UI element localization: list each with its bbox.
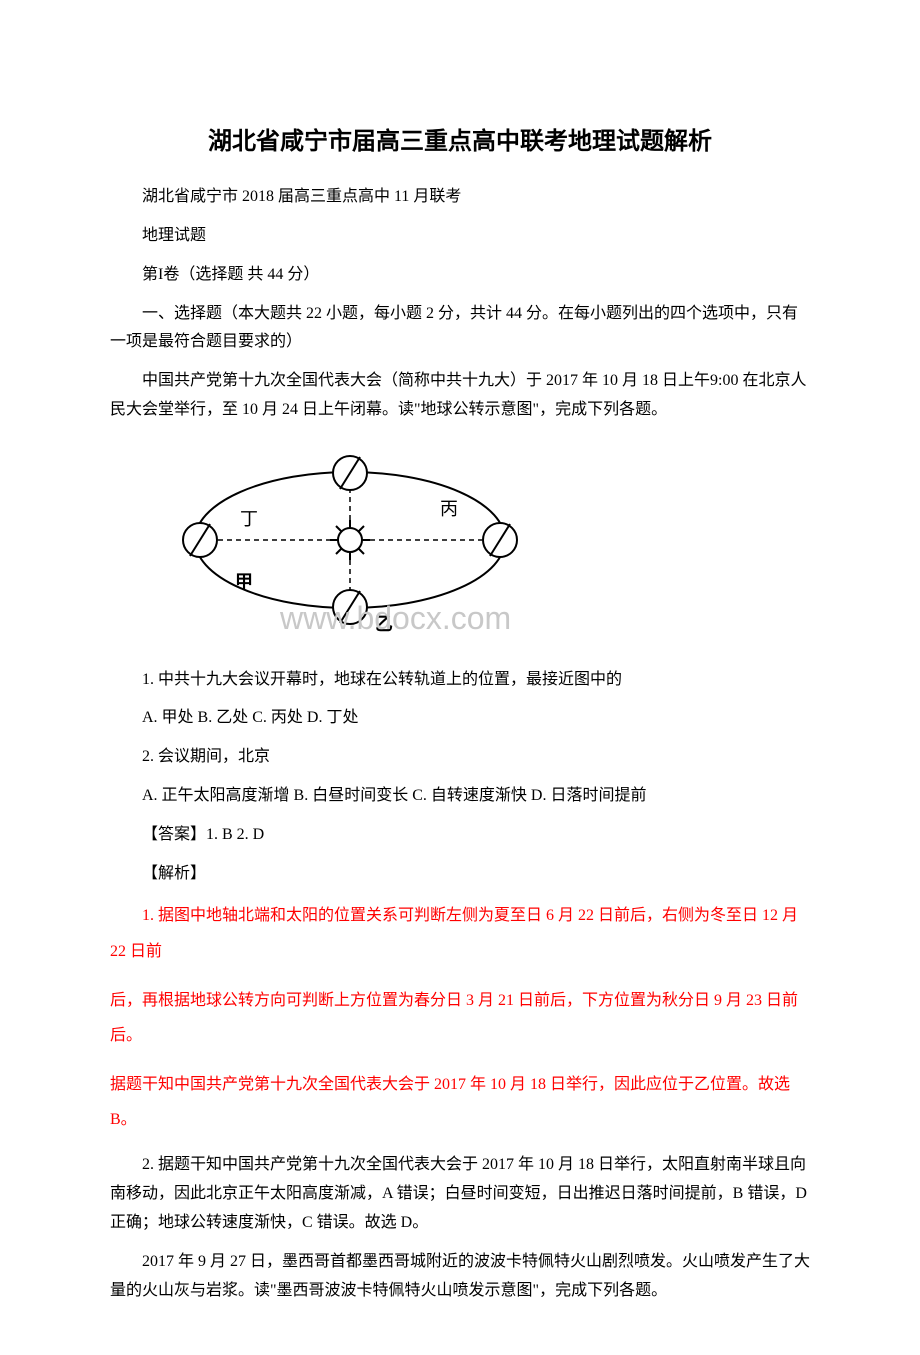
diagram-container: www.bdocx.com <box>110 440 810 651</box>
context-2: 2017 年 9 月 27 日，墨西哥首都墨西哥城附近的波波卡特佩特火山剧烈喷发… <box>110 1248 810 1306</box>
document-title: 湖北省咸宁市届高三重点高中联考地理试题解析 <box>110 120 810 163</box>
explain-2: 2. 据题干知中国共产党第十九次全国代表大会于 2017 年 10 月 18 日… <box>110 1151 810 1237</box>
explain-label: 【解析】 <box>110 860 810 889</box>
question-2-text: 2. 会议期间，北京 <box>110 743 810 772</box>
question-1-text: 1. 中共十九大会议开幕时，地球在公转轨道上的位置，最接近图中的 <box>110 666 810 695</box>
instruction: 一、选择题（本大题共 22 小题，每小题 2 分，共计 44 分。在每小题列出的… <box>110 300 810 358</box>
label-jia: 甲 <box>235 572 253 592</box>
red-explain-3: 据题干知中国共产党第十九次全国代表大会于 2017 年 10 月 18 日举行，… <box>110 1067 810 1137</box>
red-explain-1: 1. 据图中地轴北端和太阳的位置关系可判断左侧为夏至日 6 月 22 日前后，右… <box>110 898 810 968</box>
label-ding: 丁 <box>240 509 258 529</box>
label-bing: 丙 <box>440 499 458 519</box>
subtitle: 湖北省咸宁市 2018 届高三重点高中 11 月联考 <box>110 183 810 212</box>
label-yi: 乙 <box>375 614 393 634</box>
question-1-options: A. 甲处 B. 乙处 C. 丙处 D. 丁处 <box>110 704 810 733</box>
answer-line: 【答案】1. B 2. D <box>110 821 810 850</box>
orbit-diagram: 丁 丙 甲 乙 <box>180 440 810 651</box>
context-1: 中国共产党第十九次全国代表大会（简称中共十九大）于 2017 年 10 月 18… <box>110 367 810 425</box>
question-2-options: A. 正午太阳高度渐增 B. 白昼时间变长 C. 自转速度渐快 D. 日落时间提… <box>110 782 810 811</box>
subject-line: 地理试题 <box>110 222 810 251</box>
section-line: 第I卷（选择题 共 44 分） <box>110 261 810 290</box>
red-explain-2: 后，再根据地球公转方向可判断上方位置为春分日 3 月 21 日前后，下方位置为秋… <box>110 983 810 1053</box>
